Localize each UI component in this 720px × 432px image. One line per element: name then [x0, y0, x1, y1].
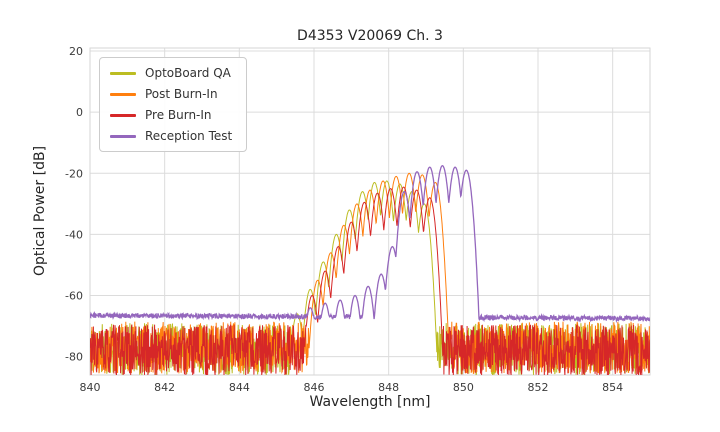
x-tick-label: 848 — [378, 381, 399, 394]
legend-line-swatch — [110, 134, 136, 138]
legend-entry-reception-test: Reception Test — [110, 129, 232, 143]
series-post-burn-in — [90, 172, 650, 375]
x-tick-label: 852 — [528, 381, 549, 394]
series-reception-test — [90, 165, 650, 324]
legend-line-swatch — [110, 71, 136, 75]
legend-entry-optoboard-qa: OptoBoard QA — [110, 66, 232, 80]
y-tick-label: -40 — [65, 228, 83, 241]
x-tick-label: 854 — [602, 381, 623, 394]
x-tick-label: 842 — [154, 381, 175, 394]
y-tick-label: -20 — [65, 167, 83, 180]
x-tick-label: 846 — [304, 381, 325, 394]
y-tick-label: 20 — [69, 45, 83, 58]
y-tick-label: -60 — [65, 290, 83, 303]
legend-label: OptoBoard QA — [145, 66, 231, 80]
series-pre-burn-in — [90, 186, 650, 375]
x-tick-label: 840 — [80, 381, 101, 394]
x-axis-label: Wavelength [nm] — [309, 394, 431, 410]
legend-label: Pre Burn-In — [145, 108, 212, 122]
legend-line-swatch — [110, 113, 136, 117]
y-axis-label: Optical Power [dB] — [32, 145, 48, 277]
legend-label: Post Burn-In — [145, 87, 218, 101]
y-tick-label: 0 — [76, 106, 83, 119]
x-tick-label: 850 — [453, 381, 474, 394]
legend-line-swatch — [110, 92, 136, 96]
legend-entry-post-burn-in: Post Burn-In — [110, 87, 232, 101]
chart-title: D4353 V20069 Ch. 3 — [297, 28, 443, 44]
legend-label: Reception Test — [145, 129, 233, 143]
plot-border — [89, 47, 651, 376]
legend: OptoBoard QA Post Burn-In Pre Burn-In Recep… — [99, 57, 248, 152]
y-tick-label: -80 — [65, 351, 83, 364]
x-tick-label: 844 — [229, 381, 250, 394]
legend-entry-pre-burn-in: Pre Burn-In — [110, 108, 232, 122]
